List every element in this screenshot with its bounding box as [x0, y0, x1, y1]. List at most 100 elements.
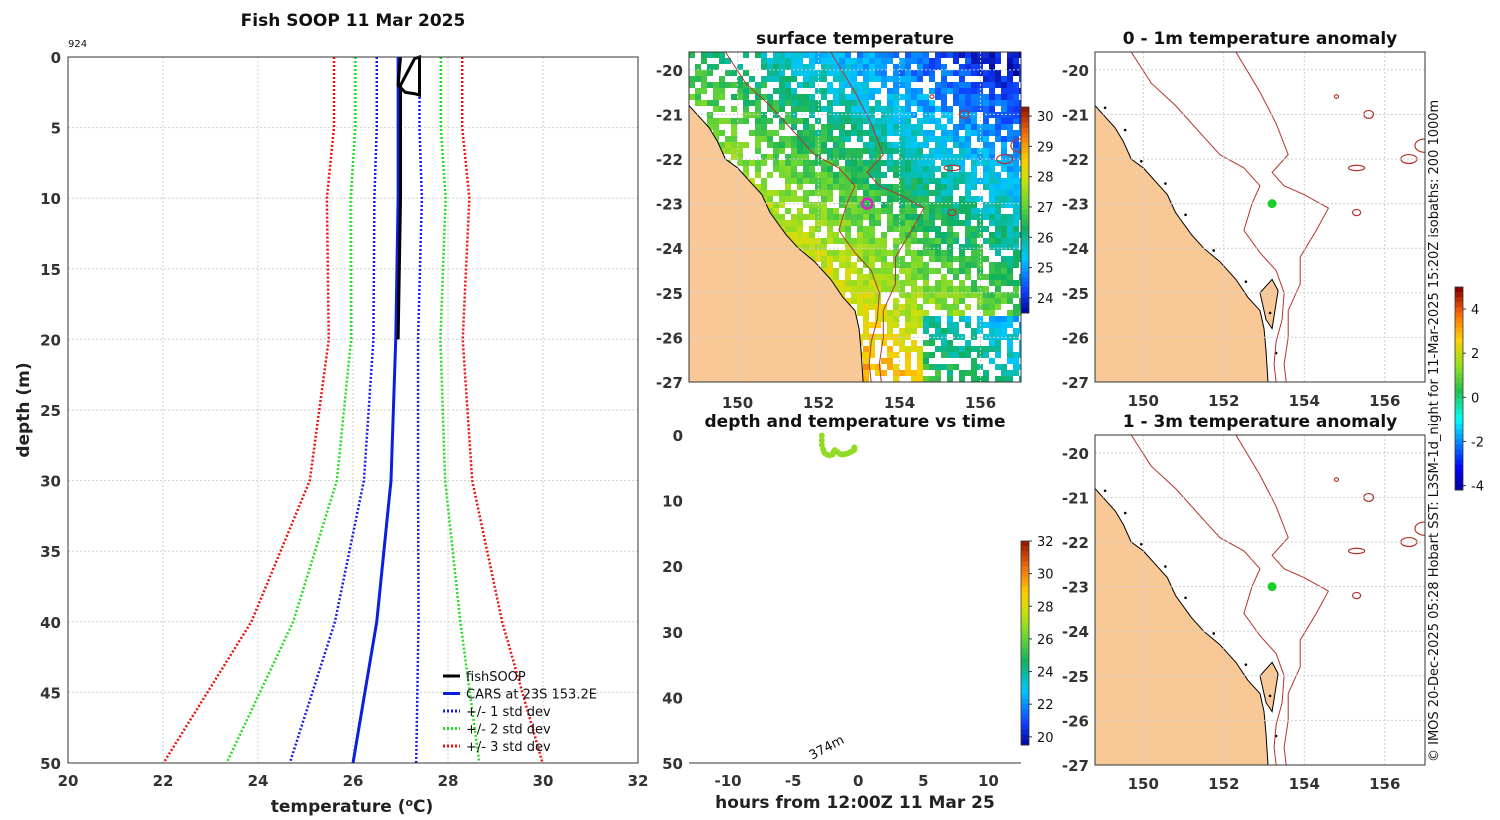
sst-cell [983, 280, 989, 286]
sst-cell [1013, 352, 1019, 358]
sst-cell [983, 118, 989, 124]
anom1-ytick-label: -20 [1062, 62, 1089, 80]
sst-cell [845, 106, 851, 112]
sst-cell [1001, 322, 1007, 328]
anom1-ytick-label: -26 [1062, 329, 1089, 347]
sst-cell [893, 364, 899, 370]
sst-cell [797, 160, 803, 166]
sst-cell [845, 70, 851, 76]
sst-cell [749, 52, 755, 58]
sst-cell [851, 226, 857, 232]
sst-cell [917, 256, 923, 262]
sst-cell [707, 64, 713, 70]
sst-cell [893, 64, 899, 70]
sst-cell [899, 148, 905, 154]
sst-cell [935, 190, 941, 196]
sst-cell [881, 136, 887, 142]
sst-cell [923, 370, 929, 376]
sst-cell [833, 100, 839, 106]
sst-cell [917, 166, 923, 172]
sst-cell [989, 214, 995, 220]
sst-cell [959, 322, 965, 328]
sst-cell [761, 70, 767, 76]
sst-cell [959, 376, 965, 382]
sst-cell [803, 100, 809, 106]
sst-cell [881, 184, 887, 190]
sst-cell [929, 346, 935, 352]
sst-cell [983, 58, 989, 64]
sst-cell [941, 334, 947, 340]
anom1-seamount [1333, 94, 1340, 99]
sst-cell [779, 196, 785, 202]
sst-cell [935, 280, 941, 286]
sst-cell [917, 112, 923, 118]
sst-colorbar-label: 25 [1037, 262, 1054, 277]
sst-cell [953, 52, 959, 58]
sst-cell [1001, 316, 1007, 322]
sst-cell [917, 88, 923, 94]
sst-cell [875, 268, 881, 274]
sst-colorbar-segment [1021, 271, 1029, 278]
sst-cell [1001, 196, 1007, 202]
sst-cell [875, 292, 881, 298]
sst-cell [1019, 196, 1021, 202]
fishsoop-line [396, 54, 421, 340]
sst-cell [995, 238, 1001, 244]
sst-cell [803, 244, 809, 250]
sst-cell [959, 304, 965, 310]
sst-cell [863, 298, 869, 304]
sst-cell [911, 172, 917, 178]
sst-cell [989, 268, 995, 274]
sst-cell [869, 58, 875, 64]
sst-cell [953, 160, 959, 166]
sst-cell [917, 58, 923, 64]
profile-title: Fish SOOP 11 Mar 2025 [241, 11, 466, 31]
sst-cell [863, 292, 869, 298]
sst-cell [989, 358, 995, 364]
sst-cell [953, 172, 959, 178]
sst-cell [737, 112, 743, 118]
sst-cell [881, 94, 887, 100]
sst-cell [821, 190, 827, 196]
sst-cell [971, 346, 977, 352]
anomaly-colorbar-label: 4 [1471, 303, 1479, 318]
sst-cell [899, 364, 905, 370]
sst-cell [857, 298, 863, 304]
sst-cell [791, 166, 797, 172]
sst-cell [851, 100, 857, 106]
sst-cell [929, 184, 935, 190]
sst-cell [887, 202, 893, 208]
sst-cell [923, 196, 929, 202]
sst-cell [929, 226, 935, 232]
anomaly-colorbar-segment [1455, 322, 1463, 329]
sst-cell [905, 328, 911, 334]
sst-cell [773, 106, 779, 112]
sst-cell [863, 352, 869, 358]
sst-cell [791, 154, 797, 160]
sst-cell [989, 364, 995, 370]
profile-ytick-label: 10 [40, 190, 61, 208]
sst-cell [917, 214, 923, 220]
sst-cell [1007, 136, 1013, 142]
sst-cell [1019, 118, 1021, 124]
sst-cell [923, 238, 929, 244]
sst-cell [923, 106, 929, 112]
sst-cell [725, 136, 731, 142]
sst-cell [809, 238, 815, 244]
sst-cell [869, 376, 875, 382]
time-colorbar-segment [1021, 739, 1029, 746]
sst-seamount [947, 208, 957, 217]
sst-cell [713, 70, 719, 76]
anom2-islet [1244, 663, 1248, 666]
sst-cell [983, 244, 989, 250]
sst-cell [809, 112, 815, 118]
sst-cell [1001, 214, 1007, 220]
sst-cell [893, 370, 899, 376]
anomaly-colorbar-segment [1455, 454, 1463, 461]
sst-cell [911, 364, 917, 370]
sst-cell [767, 184, 773, 190]
sst-cell [971, 208, 977, 214]
sst-cell [959, 316, 965, 322]
sst-cell [989, 208, 995, 214]
sst-cell [941, 172, 947, 178]
